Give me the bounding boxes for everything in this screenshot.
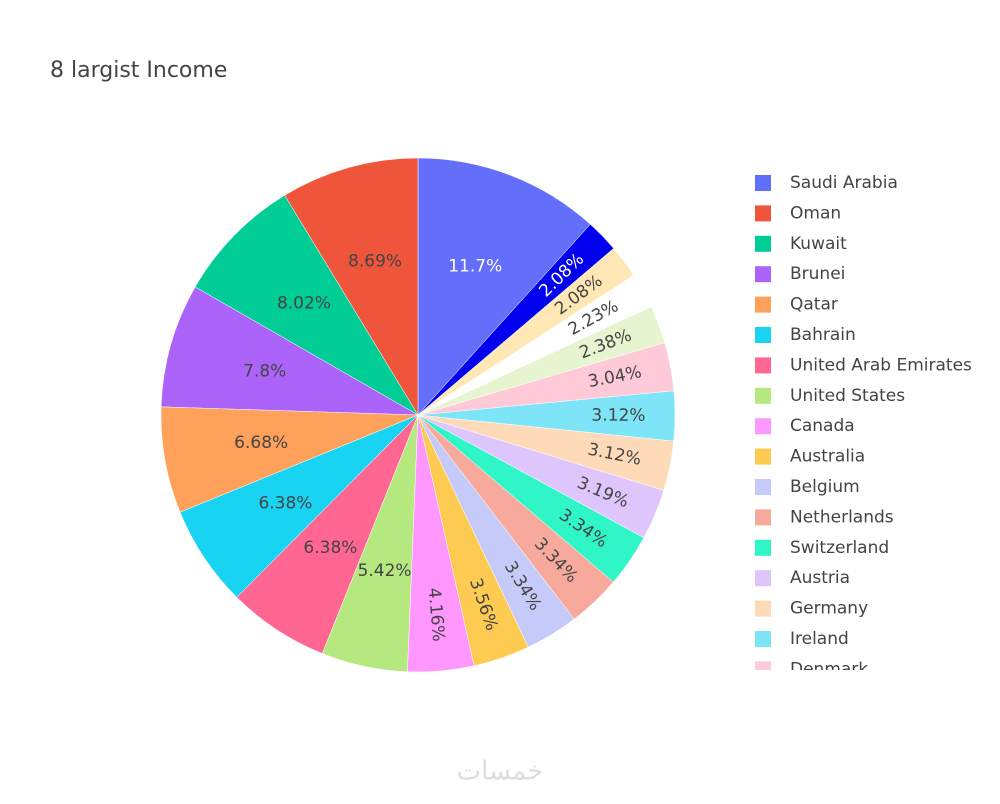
legend-swatch <box>755 205 771 222</box>
pie: 11.7%8.69%8.02%7.8%6.68%6.38%6.38%5.42%4… <box>160 157 676 673</box>
legend-swatch <box>755 235 771 252</box>
legend-swatch <box>755 266 771 283</box>
legend-swatch <box>755 479 771 495</box>
legend-swatch <box>755 509 771 526</box>
pie-slice <box>160 406 419 513</box>
legend-label: Brunei <box>790 264 845 284</box>
legend-label: Oman <box>790 203 841 223</box>
legend-swatch <box>755 296 771 313</box>
legend-label: Canada <box>790 416 855 436</box>
legend-label: Switzerland <box>790 538 889 558</box>
pie-slice <box>417 223 615 416</box>
slice-label: 5.42% <box>358 561 412 581</box>
watermark: خمسات <box>457 757 544 787</box>
legend-swatch <box>755 539 771 556</box>
legend-swatch <box>755 661 771 670</box>
legend-label: Saudi Arabia <box>790 173 898 193</box>
legend-label: Austria <box>790 568 850 588</box>
slice-label: 8.69% <box>348 252 402 272</box>
pie-slice <box>160 286 419 416</box>
legend-label: Australia <box>790 447 865 467</box>
slice-label: 8.02% <box>277 294 331 314</box>
legend-label: Bahrain <box>790 325 856 345</box>
legend-label: Ireland <box>790 629 849 649</box>
legend-swatch <box>755 631 771 647</box>
slice-label: 4.16% <box>424 587 449 643</box>
legend-label: Netherlands <box>790 507 894 527</box>
pie-slice <box>194 194 419 416</box>
legend-swatch <box>755 327 771 343</box>
legend-swatch <box>755 418 771 435</box>
legend-label: United Arab Emirates <box>790 355 972 375</box>
legend-label: Kuwait <box>790 234 847 254</box>
legend-swatch <box>755 600 771 617</box>
slice-label: 3.12% <box>591 406 645 426</box>
chart-title: 8 largist Income <box>50 58 227 83</box>
legend-swatch <box>755 357 771 374</box>
slice-label: 6.38% <box>258 493 312 513</box>
legend-swatch <box>755 448 771 465</box>
legend-label: Belgium <box>790 477 860 497</box>
legend-label: United States <box>790 386 905 406</box>
slice-label: 11.7% <box>448 256 502 276</box>
legend-label: Denmark <box>790 659 868 679</box>
legend: Saudi Arabia Oman Kuwait Brunei Qatar Bahrain… <box>755 173 972 679</box>
pie-slice <box>284 157 419 416</box>
legend-swatch <box>755 570 771 587</box>
legend-label: Qatar <box>790 295 838 315</box>
pie-slice <box>417 157 591 416</box>
slice-label: 6.38% <box>303 538 357 558</box>
slice-label: 7.8% <box>243 362 286 382</box>
legend-swatch <box>755 387 771 404</box>
slice-label: 6.68% <box>234 433 288 453</box>
legend-swatch <box>755 175 771 191</box>
legend-label: Germany <box>790 599 868 619</box>
